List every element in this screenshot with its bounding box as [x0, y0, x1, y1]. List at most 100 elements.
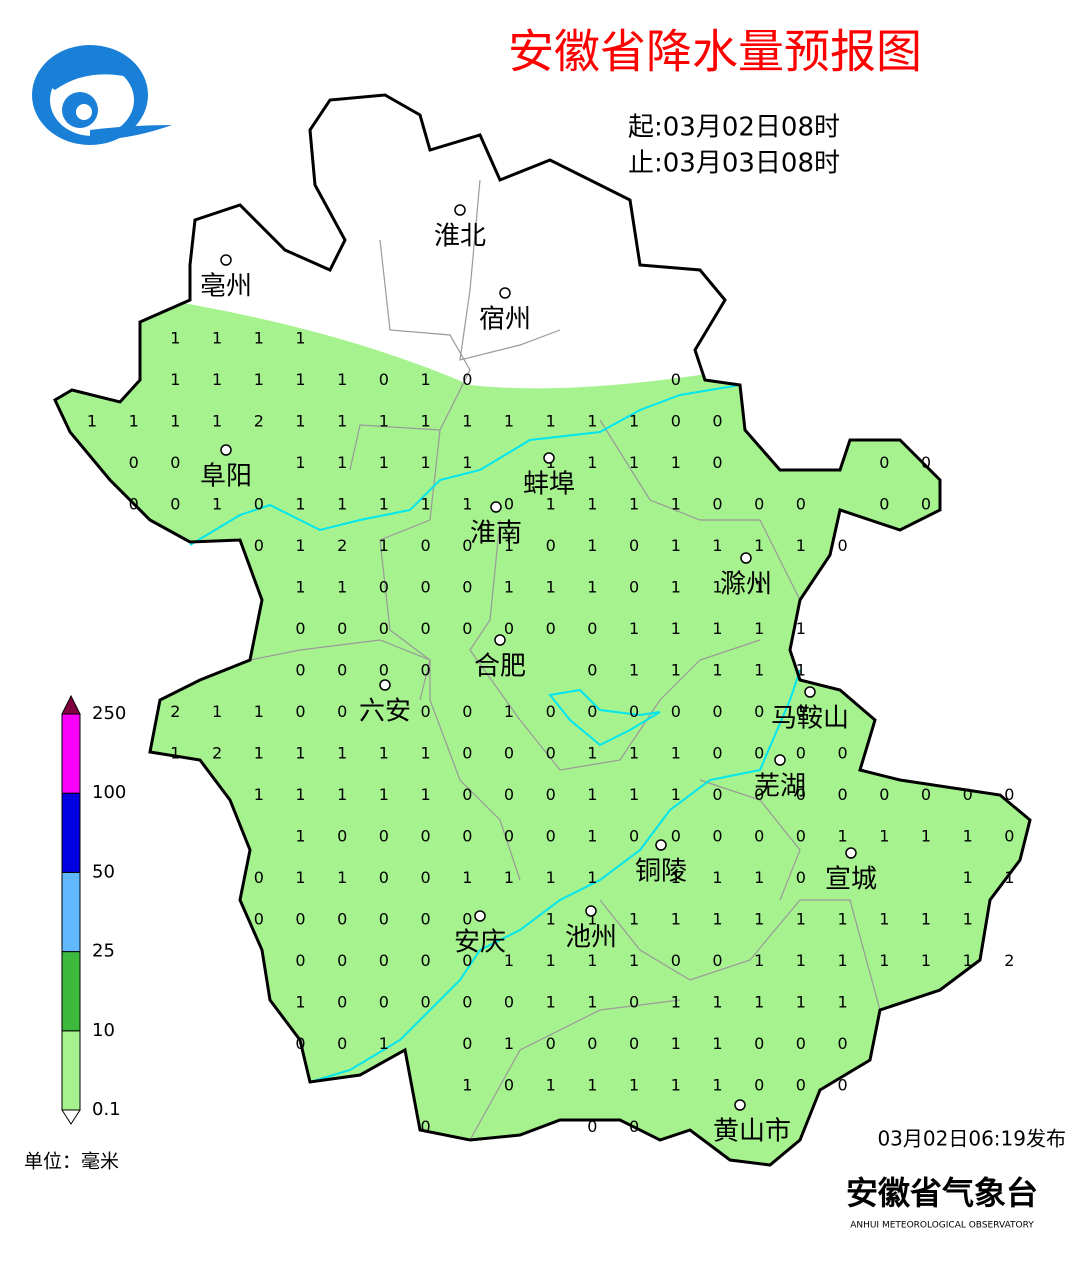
grid-value: 0: [421, 951, 431, 970]
city-label: 黄山市: [713, 1117, 791, 1147]
grid-value: 1: [671, 536, 681, 555]
grid-value: 0: [838, 744, 848, 763]
grid-value: 1: [421, 412, 431, 431]
city-dot: [490, 501, 502, 513]
legend-swatch: [61, 871, 81, 953]
grid-value: 0: [504, 993, 514, 1012]
grid-value: 1: [629, 744, 639, 763]
grid-value: 1: [337, 495, 347, 514]
grid-value: 1: [379, 412, 389, 431]
grid-value: 1: [337, 412, 347, 431]
grid-value: 1: [671, 453, 681, 472]
grid-value: 0: [462, 370, 472, 389]
city-label: 阜阳: [200, 462, 252, 492]
grid-value: 1: [671, 578, 681, 597]
grid-value: 1: [712, 1034, 722, 1053]
grid-value: 2: [170, 702, 180, 721]
grid-value: 1: [212, 702, 222, 721]
city-dot: [474, 910, 486, 922]
grid-value: 0: [295, 951, 305, 970]
city-label: 安庆: [454, 928, 506, 958]
grid-value: 1: [629, 661, 639, 680]
grid-value: 0: [796, 1034, 806, 1053]
city-dot: [543, 452, 555, 464]
grid-value: 0: [337, 702, 347, 721]
grid-value: 1: [712, 619, 722, 638]
grid-value: 0: [462, 993, 472, 1012]
grid-value: 1: [754, 868, 764, 887]
title: 安徽省降水量预报图: [508, 25, 922, 79]
grid-value: 1: [587, 412, 597, 431]
city-label: 淮北: [434, 222, 486, 252]
grid-value: 1: [921, 827, 931, 846]
grid-value: 1: [504, 578, 514, 597]
grid-value: 1: [671, 1034, 681, 1053]
grid-value: 1: [712, 868, 722, 887]
grid-value: 1: [87, 412, 97, 431]
grid-value: 1: [462, 495, 472, 514]
grid-value: 1: [587, 827, 597, 846]
grid-value: 0: [421, 827, 431, 846]
grid-value: 0: [421, 1117, 431, 1136]
grid-value: 0: [504, 619, 514, 638]
grid-value: 1: [462, 412, 472, 431]
grid-value: 0: [295, 661, 305, 680]
grid-value: 0: [421, 910, 431, 929]
grid-value: 0: [671, 412, 681, 431]
grid-value: 0: [504, 495, 514, 514]
grid-value: 0: [421, 868, 431, 887]
grid-value: 0: [462, 744, 472, 763]
city-dot: [804, 686, 816, 698]
grid-value: 0: [796, 744, 806, 763]
grid-value: 0: [462, 1034, 472, 1053]
grid-value: 1: [295, 412, 305, 431]
grid-value: 0: [421, 661, 431, 680]
grid-value: 0: [754, 702, 764, 721]
grid-value: 1: [587, 1076, 597, 1095]
grid-value: 0: [838, 785, 848, 804]
grid-value: 0: [712, 827, 722, 846]
grid-value: 0: [170, 495, 180, 514]
grid-value: 1: [629, 1076, 639, 1095]
grid-value: 1: [671, 744, 681, 763]
grid-value: 1: [295, 744, 305, 763]
grid-value: 0: [254, 868, 264, 887]
grid-value: 1: [379, 495, 389, 514]
grid-value: 1: [712, 1076, 722, 1095]
grid-value: 1: [754, 993, 764, 1012]
grid-value: 0: [712, 495, 722, 514]
grid-value: 1: [838, 910, 848, 929]
grid-value: 1: [671, 868, 681, 887]
grid-value: 0: [671, 370, 681, 389]
grid-value: 1: [254, 744, 264, 763]
grid-value: 0: [546, 744, 556, 763]
grid-value: 0: [295, 619, 305, 638]
grid-value: 0: [546, 1034, 556, 1053]
grid-value: 0: [1004, 827, 1014, 846]
city-dot: [220, 254, 232, 266]
grid-value: 1: [337, 785, 347, 804]
grid-value: 0: [629, 827, 639, 846]
grid-value: 1: [421, 744, 431, 763]
grid-value: 1: [254, 329, 264, 348]
legend-swatch: [61, 713, 81, 794]
grid-value: 0: [504, 744, 514, 763]
grid-value: 1: [629, 495, 639, 514]
grid-value: 1: [671, 619, 681, 638]
grid-value: 1: [671, 910, 681, 929]
grid-value: 1: [295, 868, 305, 887]
grid-value: 0: [796, 702, 806, 721]
grid-value: 1: [587, 993, 597, 1012]
grid-value: 0: [462, 910, 472, 929]
legend-swatch: [61, 792, 81, 873]
grid-value: 1: [963, 910, 973, 929]
legend-label: 100: [92, 782, 126, 803]
grid-value: 0: [421, 578, 431, 597]
city-dot: [734, 1099, 746, 1111]
grid-value: 1: [754, 910, 764, 929]
grid-value: 0: [671, 702, 681, 721]
grid-value: 0: [712, 412, 722, 431]
legend-label: 50: [92, 861, 115, 882]
logo: [32, 45, 172, 145]
grid-value: 1: [796, 910, 806, 929]
